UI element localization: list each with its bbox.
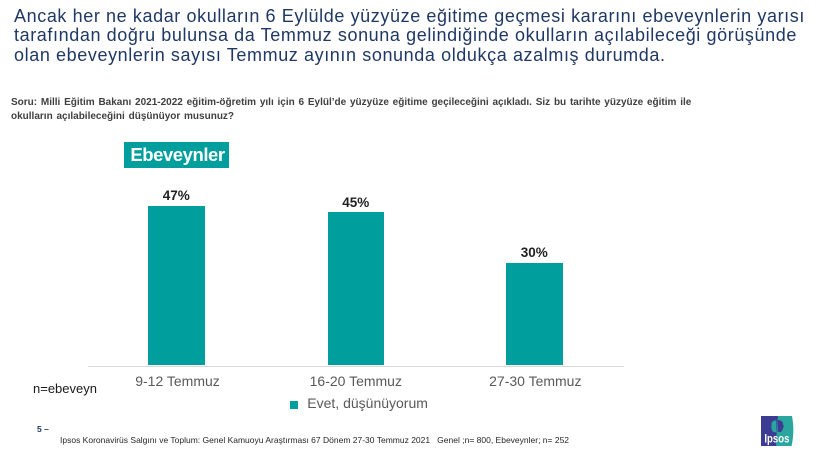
svg-text:Ipsos: Ipsos bbox=[764, 432, 789, 446]
